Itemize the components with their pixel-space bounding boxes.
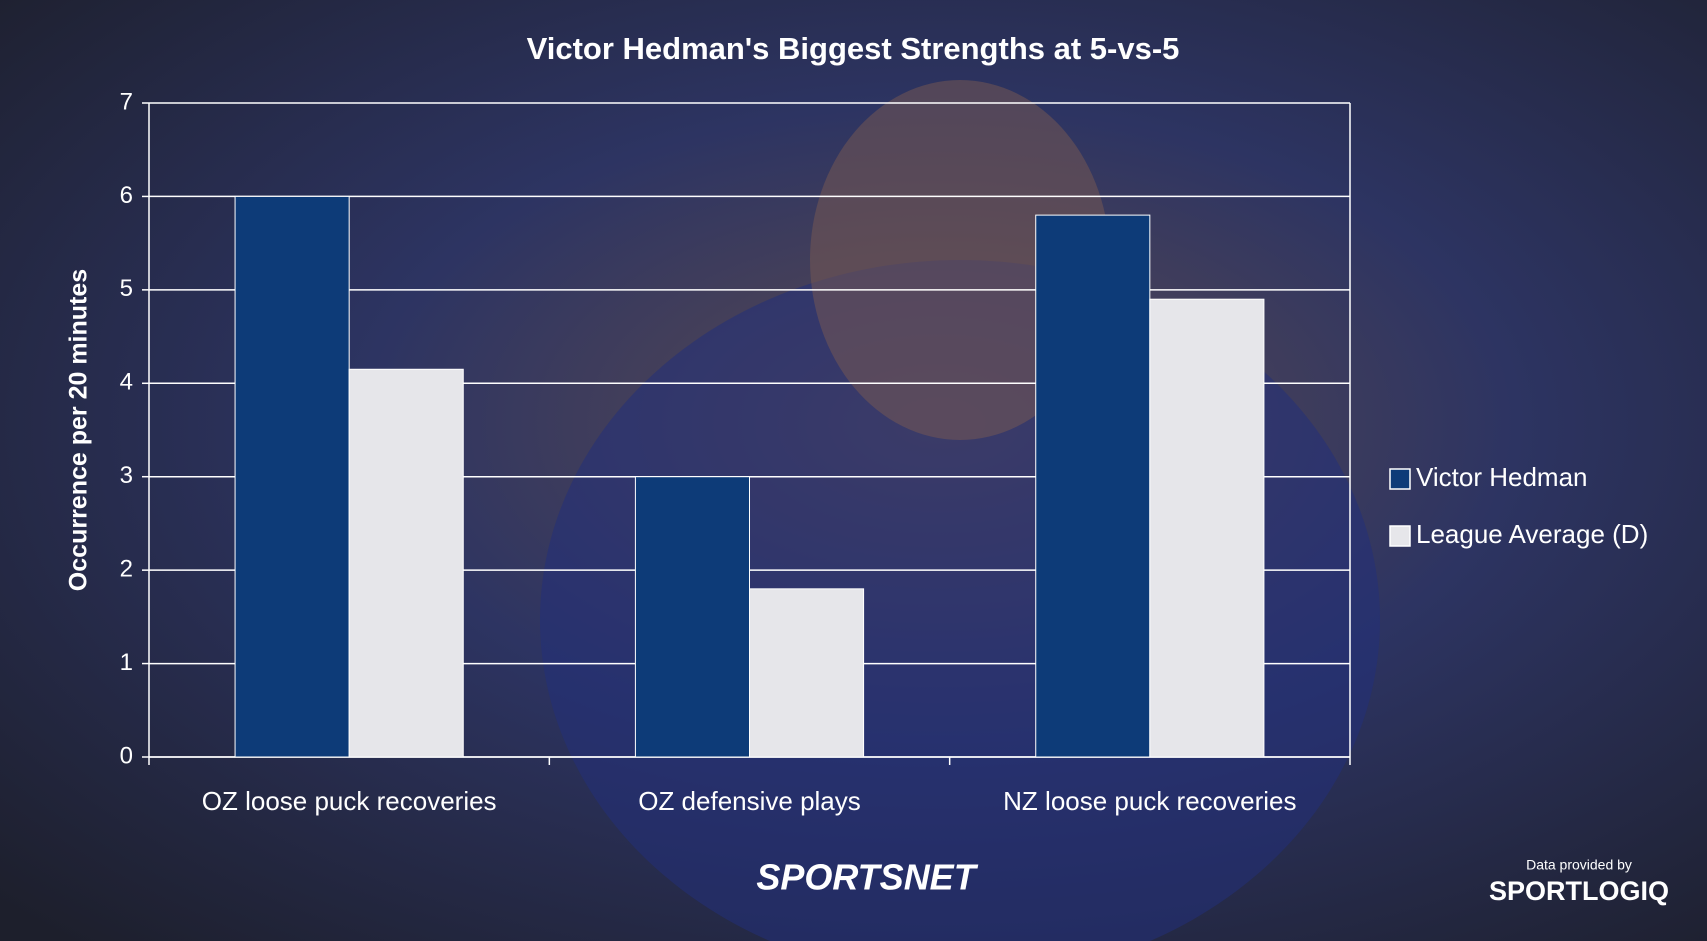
x-tick-label: NZ loose puck recoveries bbox=[1003, 786, 1296, 816]
legend-swatch bbox=[1389, 525, 1411, 547]
bar bbox=[749, 588, 865, 758]
y-tick-label: 1 bbox=[120, 649, 133, 676]
bar bbox=[1149, 298, 1265, 758]
y-tick-label: 2 bbox=[120, 555, 133, 582]
y-axis-label: Occurrence per 20 minutes bbox=[65, 269, 93, 591]
provider-logo: SPORTLOGIQ bbox=[1489, 876, 1669, 906]
bar bbox=[634, 476, 751, 758]
bar bbox=[1035, 214, 1151, 758]
legend-label: League Average (D) bbox=[1416, 519, 1648, 549]
y-tick-label: 7 bbox=[120, 88, 133, 115]
y-tick-label: 6 bbox=[120, 182, 133, 209]
y-tick-label: 4 bbox=[120, 369, 133, 396]
photo-shape bbox=[810, 80, 1110, 440]
y-tick-label: 3 bbox=[120, 462, 133, 489]
legend-label: Victor Hedman bbox=[1416, 462, 1588, 492]
chart-title: Victor Hedman's Biggest Strengths at 5-v… bbox=[527, 31, 1180, 66]
y-tick-label: 0 bbox=[120, 742, 133, 769]
y-tick-label: 5 bbox=[120, 275, 133, 302]
bar bbox=[234, 195, 350, 758]
legend-swatch bbox=[1389, 468, 1411, 490]
bar bbox=[348, 368, 464, 758]
broadcaster-logo: SPORTSNET bbox=[756, 857, 978, 898]
x-tick-label: OZ defensive plays bbox=[638, 786, 861, 816]
credit-text: Data provided by bbox=[1526, 857, 1632, 873]
x-tick-label: OZ loose puck recoveries bbox=[202, 786, 497, 816]
